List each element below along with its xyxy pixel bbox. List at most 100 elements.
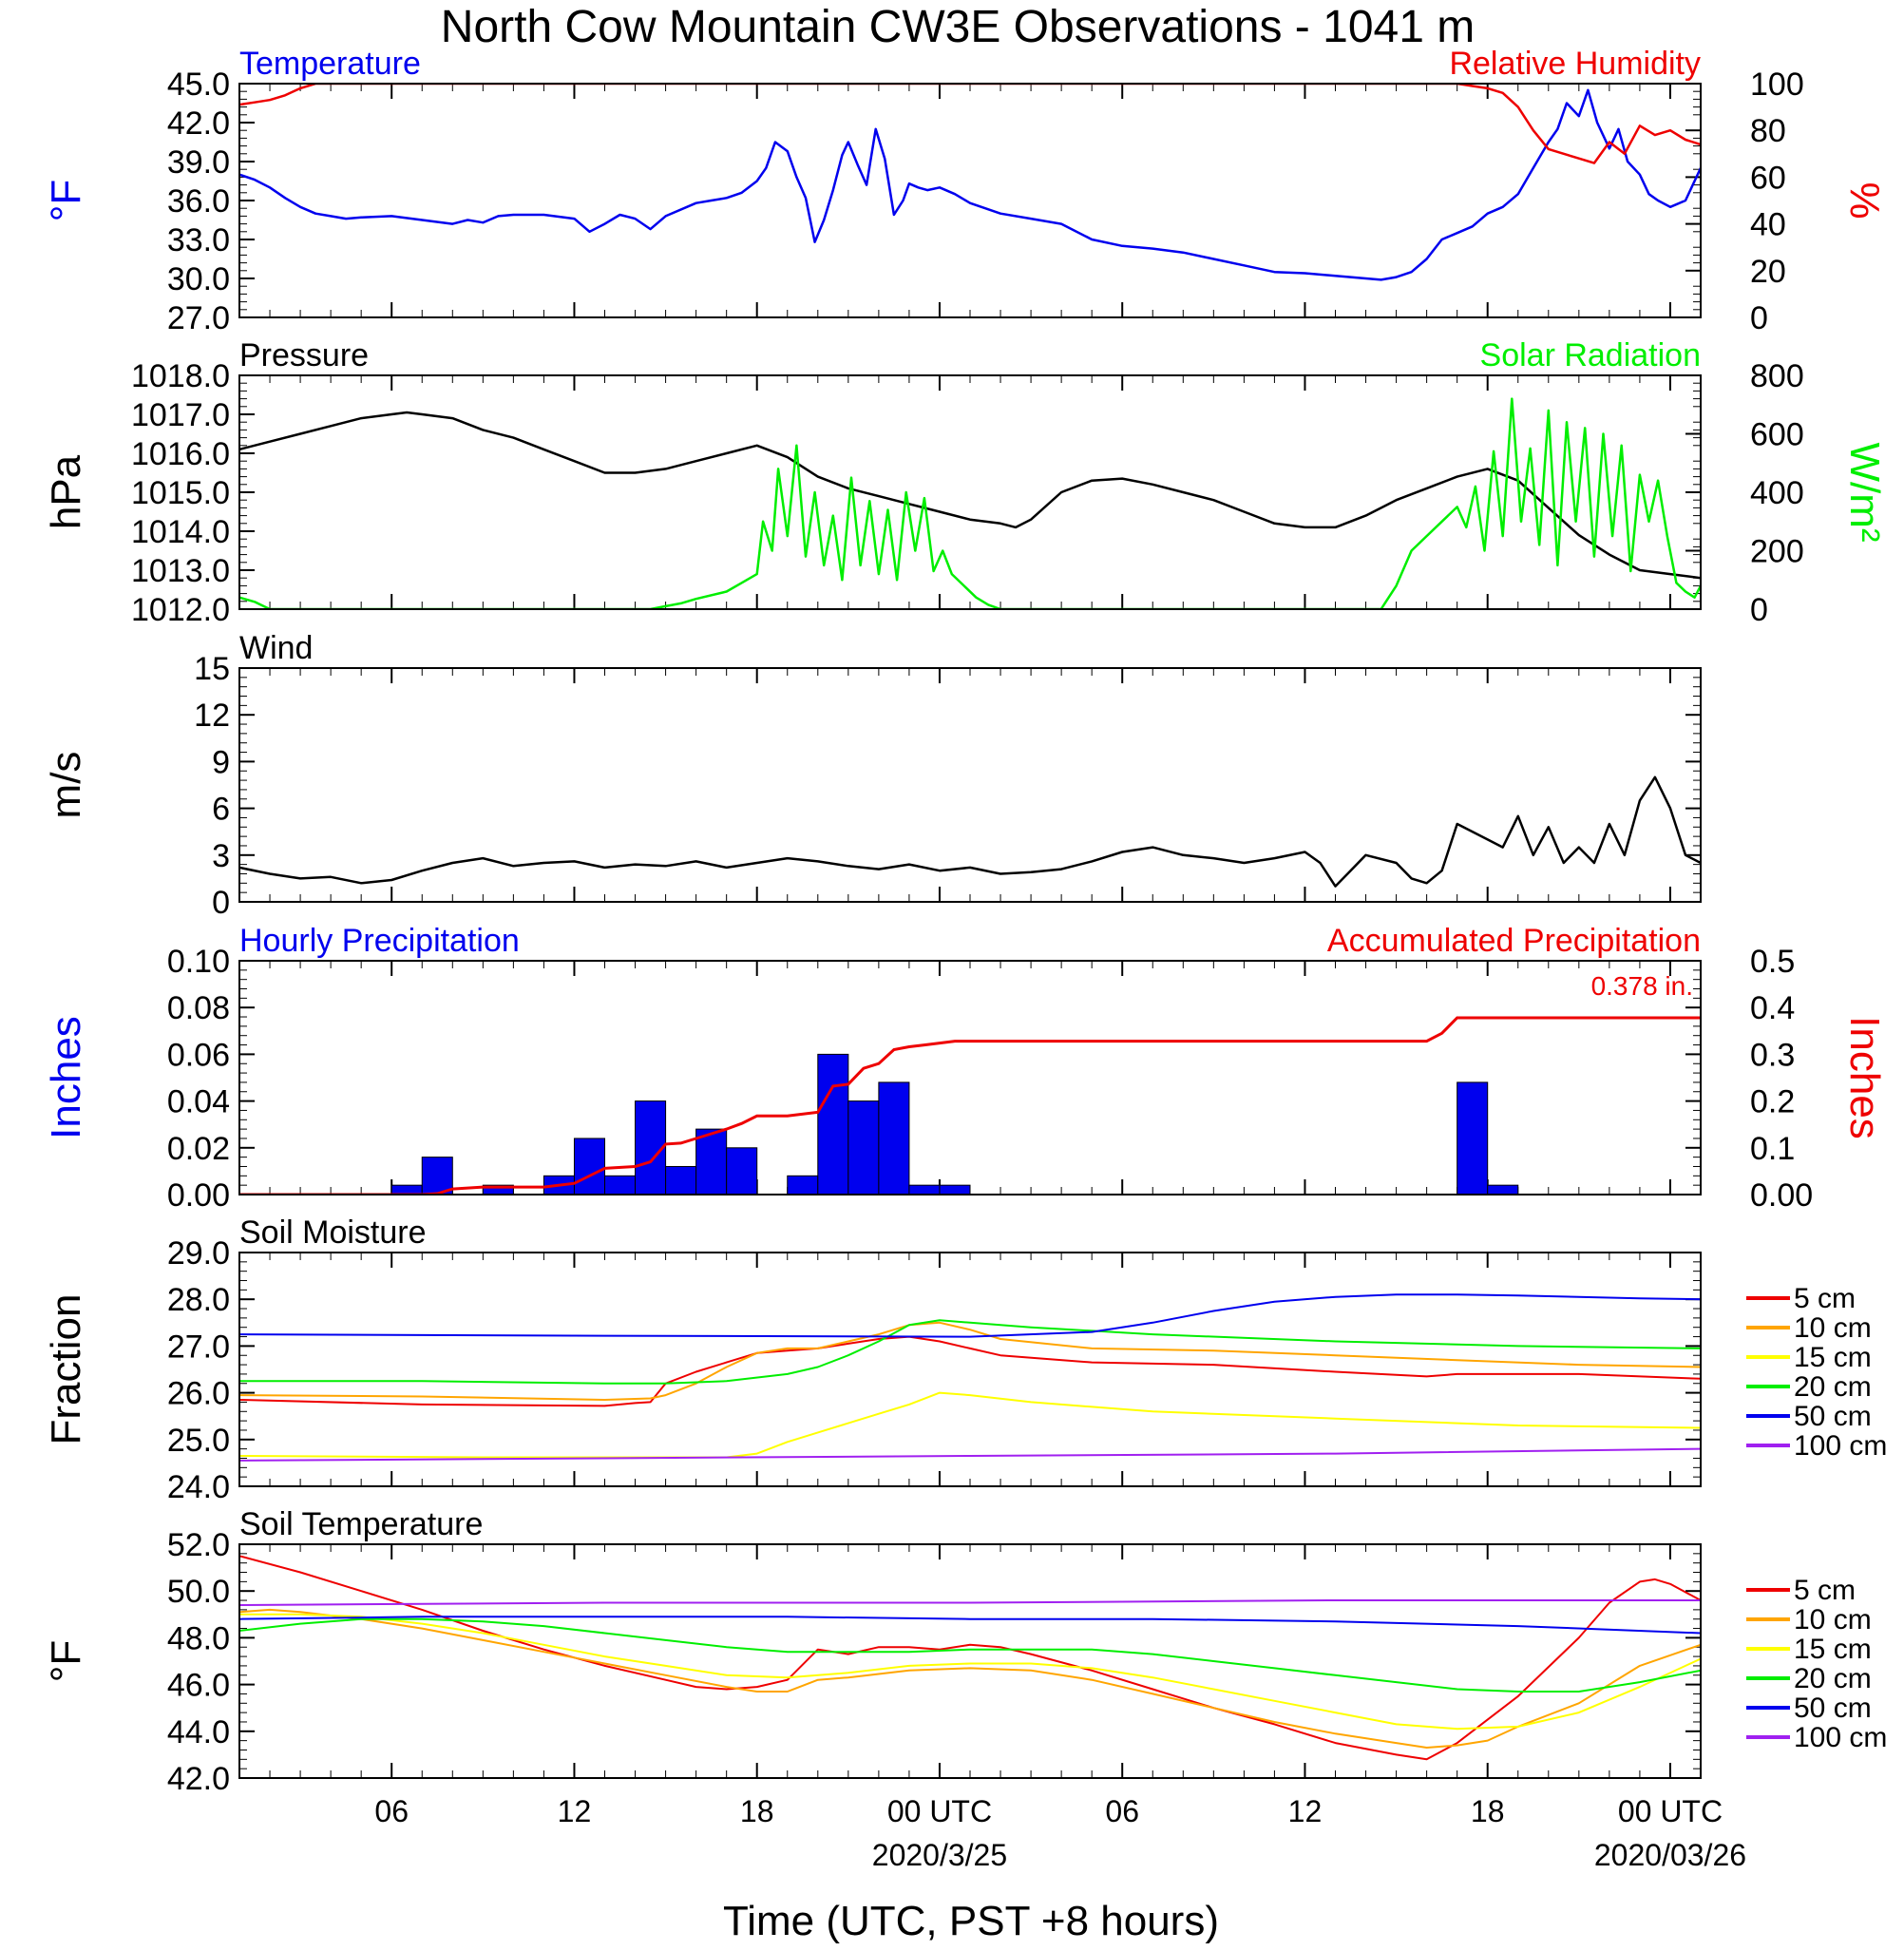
panel-wind: Wind 0 3 6 9 12 15 m/s bbox=[43, 630, 1702, 921]
precip-bar bbox=[817, 1053, 849, 1195]
y2-tick-label: 0 bbox=[1750, 592, 1768, 628]
y-tick-label: 1014.0 bbox=[131, 514, 230, 550]
panel-frame bbox=[238, 374, 1702, 610]
y2-tick-label: 0 bbox=[1750, 300, 1768, 336]
precip-bar bbox=[878, 1081, 910, 1195]
panel-soil_moisture: Soil Moisture 24.0 25.0 26.0 27.0 28.0 29.0 Fra… bbox=[43, 1215, 1887, 1505]
legend-label: 20 cm bbox=[1794, 1663, 1872, 1694]
y-tick-label: 39.0 bbox=[167, 144, 230, 181]
y2-tick-label: 800 bbox=[1750, 358, 1804, 394]
y-tick-label: 44.0 bbox=[167, 1714, 230, 1750]
panel-left-title: Hourly Precipitation bbox=[239, 923, 520, 959]
y-tick-label: 0.00 bbox=[167, 1177, 230, 1214]
precip-bar bbox=[787, 1175, 819, 1195]
legend-label: 5 cm bbox=[1794, 1575, 1856, 1606]
precip-bar bbox=[635, 1100, 667, 1195]
y2-tick-label: 40 bbox=[1750, 207, 1786, 243]
y-tick-label: 29.0 bbox=[167, 1235, 230, 1272]
panel-frame bbox=[238, 960, 1702, 1195]
y2-tick-label: 0.3 bbox=[1750, 1037, 1795, 1073]
y2-tick-label: 600 bbox=[1750, 417, 1804, 453]
x-date-label: 2020/3/25 bbox=[872, 1838, 1007, 1872]
panel-left-title: Pressure bbox=[239, 337, 369, 373]
series-line-20-cm bbox=[239, 1319, 1701, 1385]
series-line-20-cm bbox=[239, 1617, 1701, 1693]
series-line-relative-humidity bbox=[239, 84, 1701, 164]
y2-axis-label: Inches bbox=[1841, 1016, 1888, 1139]
plot-area bbox=[239, 397, 1701, 609]
precip-bar bbox=[1487, 1184, 1519, 1195]
precip-bar bbox=[695, 1128, 728, 1195]
y-tick-label: 27.0 bbox=[167, 300, 230, 336]
y-tick-label: 30.0 bbox=[167, 261, 230, 297]
panel-frame bbox=[238, 1543, 1702, 1779]
panel-pressure_solar: Pressure Solar Radiation 1012.01013.01014.… bbox=[43, 337, 1888, 628]
y-tick-label: 27.0 bbox=[167, 1329, 230, 1365]
y-axis-label: Inches bbox=[43, 1016, 89, 1139]
y-tick-label: 0.10 bbox=[167, 944, 230, 980]
y2-tick-label: 200 bbox=[1750, 534, 1804, 570]
y-tick-label: 0.02 bbox=[167, 1131, 230, 1167]
y-tick-label: 36.0 bbox=[167, 183, 230, 220]
y-tick-label: 48.0 bbox=[167, 1620, 230, 1656]
x-axis: 06 12 18 00 UTC 2020/3/25 06 12 18 00 UTC 2020/03… bbox=[374, 1794, 1746, 1872]
y-tick-label: 26.0 bbox=[167, 1376, 230, 1412]
precip-bar bbox=[604, 1175, 637, 1195]
y-tick-label: 50.0 bbox=[167, 1574, 230, 1610]
series-line-10-cm bbox=[239, 1608, 1701, 1749]
panel-right-title: Relative Humidity bbox=[1449, 46, 1701, 82]
y-tick-label: 33.0 bbox=[167, 222, 230, 258]
y-tick-label: 1017.0 bbox=[131, 397, 230, 433]
precip-bar bbox=[726, 1147, 758, 1195]
y-tick-label: 1012.0 bbox=[131, 592, 230, 628]
y2-tick-label: 80 bbox=[1750, 113, 1786, 149]
precip-bar bbox=[939, 1184, 971, 1195]
plot-area bbox=[239, 1293, 1701, 1462]
series-line-pressure bbox=[239, 411, 1701, 580]
x-tick-label: 00 UTC bbox=[1618, 1794, 1723, 1828]
y-tick-label: 3 bbox=[212, 838, 230, 874]
x-date-label: 2020/03/26 bbox=[1594, 1838, 1746, 1872]
precip-bar bbox=[1457, 1081, 1489, 1195]
y-tick-label: 12 bbox=[194, 698, 230, 734]
y-tick-label: 25.0 bbox=[167, 1423, 230, 1459]
y-tick-label: 42.0 bbox=[167, 1761, 230, 1797]
y-tick-label: 15 bbox=[194, 651, 230, 687]
y2-tick-label: 100 bbox=[1750, 67, 1804, 103]
y2-tick-label: 0.4 bbox=[1750, 990, 1795, 1026]
panel-frame bbox=[238, 667, 1702, 903]
panel-frame bbox=[238, 83, 1702, 318]
y2-tick-label: 0.2 bbox=[1750, 1084, 1795, 1120]
series-line-15-cm bbox=[239, 1391, 1701, 1459]
plot-area bbox=[239, 775, 1701, 888]
accumulated-precip-line bbox=[239, 1016, 1701, 1195]
panel-left-title: Soil Temperature bbox=[239, 1506, 483, 1542]
legend-label: 15 cm bbox=[1794, 1342, 1872, 1373]
precip-bar bbox=[908, 1184, 941, 1195]
panel-left-title: Temperature bbox=[239, 46, 421, 82]
accumulated-total-label: 0.378 in. bbox=[1591, 971, 1693, 1001]
x-tick-label: 18 bbox=[740, 1794, 774, 1828]
legend-label: 50 cm bbox=[1794, 1693, 1872, 1724]
y-tick-label: 0.08 bbox=[167, 990, 230, 1026]
legend-label: 10 cm bbox=[1794, 1312, 1872, 1344]
precip-bar bbox=[665, 1165, 697, 1195]
x-axis-title: Time (UTC, PST +8 hours) bbox=[723, 1898, 1219, 1944]
series-line-wind bbox=[239, 775, 1701, 888]
y-tick-label: 1016.0 bbox=[131, 436, 230, 472]
y-axis-label: m/s bbox=[43, 752, 89, 819]
y-tick-label: 42.0 bbox=[167, 105, 230, 142]
x-tick-label: 00 UTC bbox=[887, 1794, 992, 1828]
series-line-temperature bbox=[239, 88, 1701, 281]
y2-tick-label: 0.5 bbox=[1750, 944, 1795, 980]
y-tick-label: 0.04 bbox=[167, 1084, 230, 1120]
y-tick-label: 24.0 bbox=[167, 1469, 230, 1505]
y-tick-label: 1018.0 bbox=[131, 358, 230, 394]
y-tick-label: 46.0 bbox=[167, 1668, 230, 1704]
y2-tick-label: 0.1 bbox=[1750, 1131, 1795, 1167]
legend-label: 50 cm bbox=[1794, 1401, 1872, 1432]
y-axis-label: °F bbox=[43, 180, 89, 221]
y2-tick-label: 60 bbox=[1750, 160, 1786, 196]
y-tick-label: 0 bbox=[212, 885, 230, 921]
